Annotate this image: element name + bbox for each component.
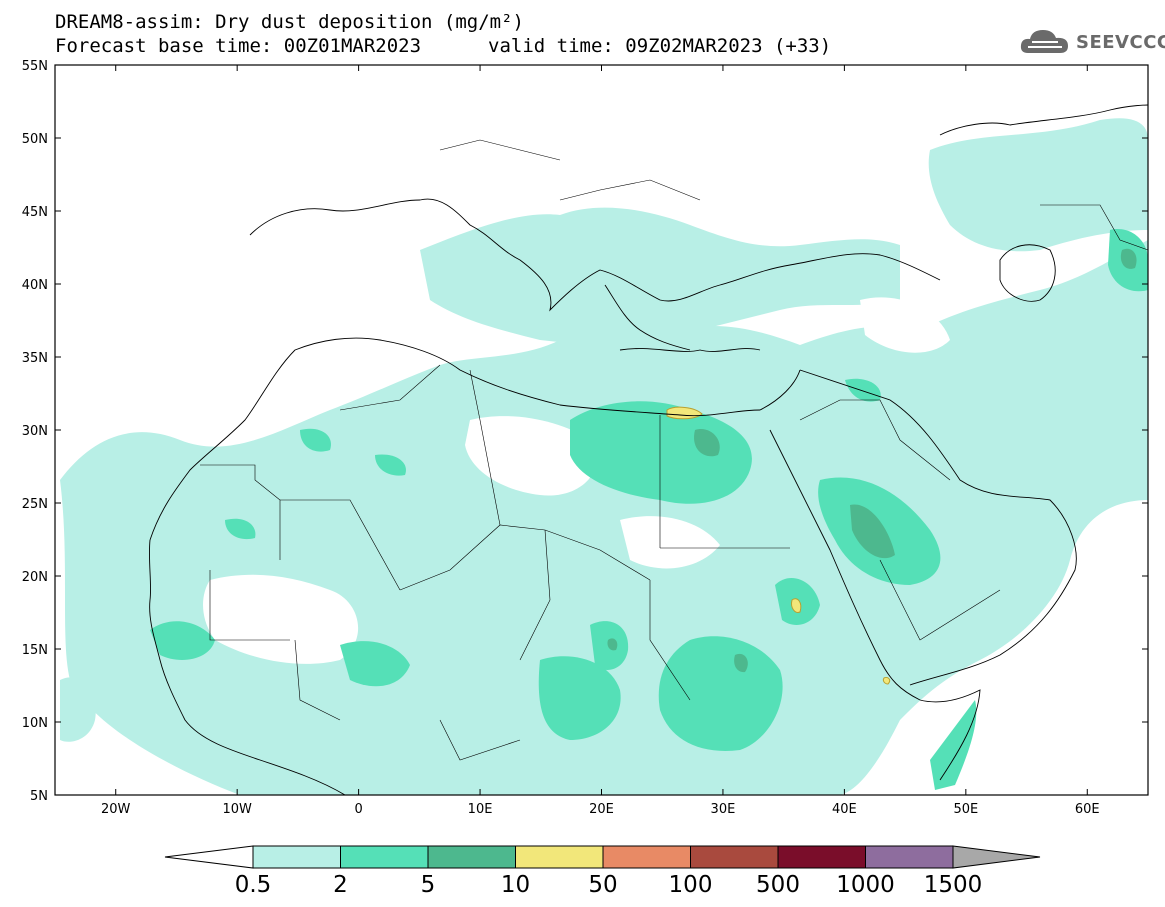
valid-time: valid time: 09Z02MAR2023 (+33) bbox=[488, 35, 832, 57]
colorbar-segment bbox=[602, 845, 691, 869]
colorbar-level-label: 100 bbox=[668, 872, 713, 898]
lat-tick-label: 15N bbox=[22, 643, 48, 658]
colorbar-segment bbox=[777, 845, 866, 869]
lon-tick-label: 10E bbox=[468, 802, 493, 817]
lon-tick-label: 50E bbox=[953, 802, 978, 817]
colorbar-level-label: 0.5 bbox=[234, 872, 272, 898]
lat-tick-label: 5N bbox=[30, 789, 48, 804]
seevccc-logo: SEEVCCC bbox=[1018, 25, 1165, 59]
lat-tick-label: 50N bbox=[22, 132, 48, 147]
colorbar-min-arrow bbox=[164, 845, 254, 869]
colorbar-level-label: 500 bbox=[756, 872, 800, 898]
lat-tick-label: 20N bbox=[22, 570, 48, 585]
cloud-icon bbox=[1020, 30, 1068, 53]
lon-tick-label: 10W bbox=[222, 802, 252, 817]
dust-field-heavy bbox=[607, 248, 1137, 673]
colorbar-level-label: 50 bbox=[588, 872, 618, 898]
colorbar-level-label: 2 bbox=[333, 872, 348, 898]
lat-tick-label: 45N bbox=[22, 205, 48, 220]
lon-tick-label: 20W bbox=[101, 802, 131, 817]
lon-tick-label: 60E bbox=[1075, 802, 1100, 817]
colorbar-segment bbox=[427, 845, 516, 869]
colorbar bbox=[164, 845, 1041, 869]
colorbar-segment bbox=[690, 845, 779, 869]
country-borders bbox=[200, 139, 1149, 761]
colorbar-level-label: 1000 bbox=[836, 872, 895, 898]
colorbar-level-label: 1500 bbox=[923, 872, 983, 898]
logo-text: SEEVCCC bbox=[1076, 32, 1165, 53]
colorbar-segment bbox=[340, 845, 429, 869]
colorbar-segment bbox=[865, 845, 954, 869]
longitude-axis: 20W 10W 0 10E 20E 30E 40E 50E 60E bbox=[101, 65, 1100, 817]
lat-tick-label: 25N bbox=[22, 497, 48, 512]
lon-tick-label: 40E bbox=[832, 802, 857, 817]
lat-tick-label: 35N bbox=[22, 351, 48, 366]
lat-tick-label: 10N bbox=[22, 716, 48, 731]
coastlines bbox=[148, 104, 1149, 796]
lat-tick-label: 30N bbox=[22, 424, 48, 439]
colorbar-segment bbox=[515, 845, 604, 869]
lon-tick-label: 30E bbox=[711, 802, 736, 817]
colorbar-level-label: 5 bbox=[420, 872, 436, 898]
dust-free-areas bbox=[203, 297, 950, 664]
forecast-base-time: Forecast base time: 00Z01MAR2023 bbox=[55, 35, 422, 57]
lat-tick-label: 40N bbox=[22, 278, 48, 293]
colorbar-max-arrow bbox=[952, 845, 1041, 869]
map-title: DREAM8-assim: Dry dust deposition (mg/m²… bbox=[55, 11, 524, 33]
lat-tick-label: 55N bbox=[22, 59, 48, 74]
lon-tick-label: 0 bbox=[354, 802, 362, 817]
colorbar-level-label: 10 bbox=[500, 872, 531, 898]
latitude-axis: 55N 50N 45N 40N 35N 30N 25N 20N 15N 10N 5N bbox=[22, 59, 1148, 804]
lon-tick-label: 20E bbox=[589, 802, 614, 817]
colorbar-segment bbox=[252, 845, 341, 869]
